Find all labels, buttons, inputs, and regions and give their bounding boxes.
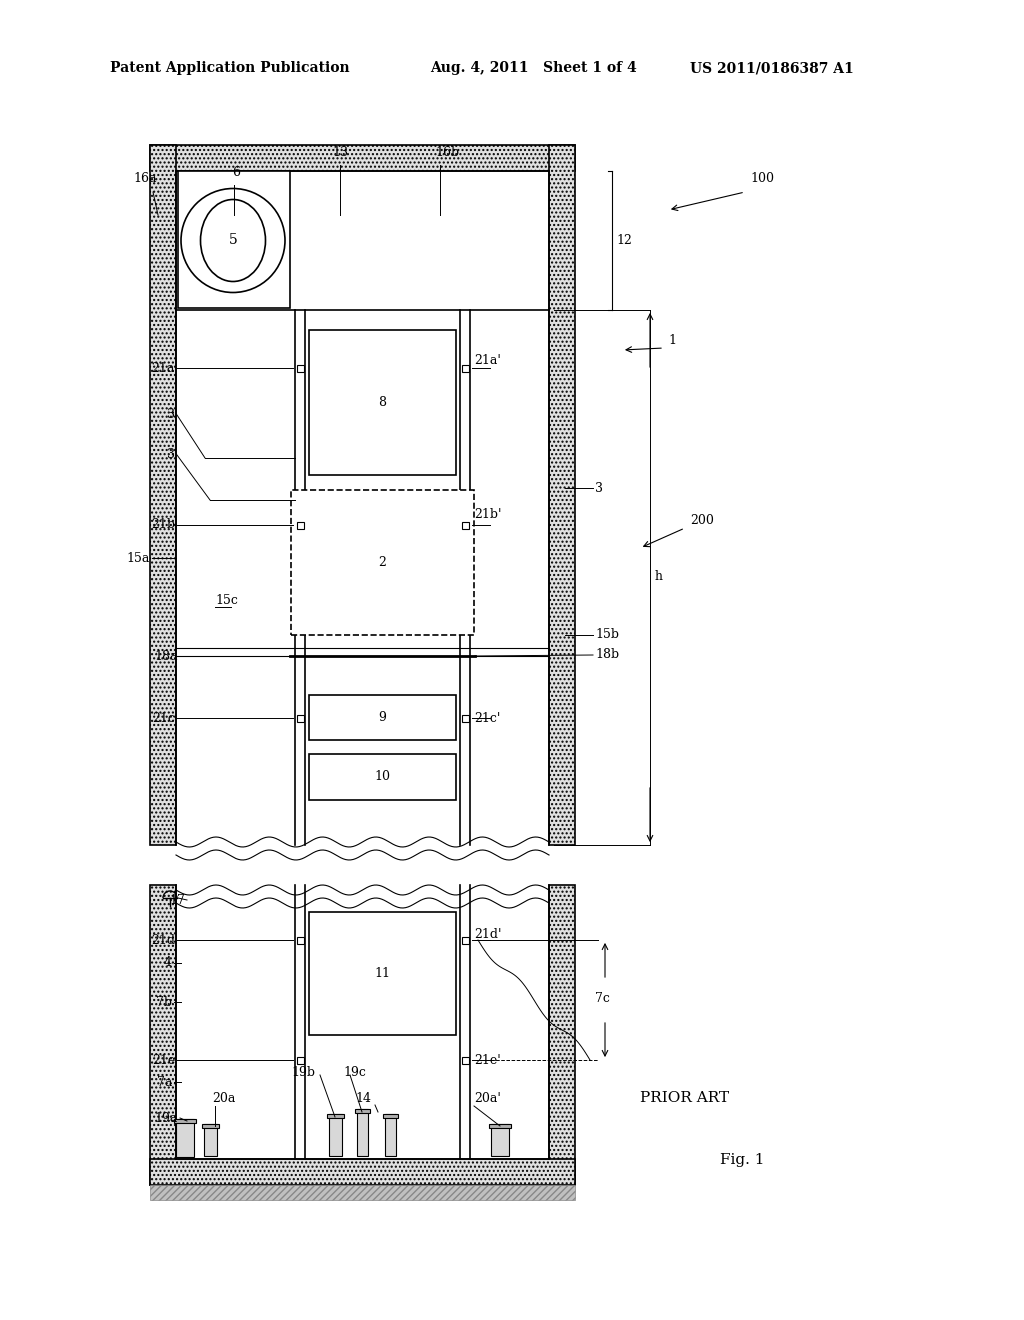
Text: Fig. 1: Fig. 1	[720, 1152, 765, 1167]
Text: 3: 3	[167, 449, 175, 462]
Bar	[174, 1119, 196, 1123]
Bar	[309, 696, 456, 741]
Text: 13: 13	[332, 145, 348, 158]
Bar	[354, 1109, 370, 1113]
Text: Patent Application Publication: Patent Application Publication	[110, 61, 349, 75]
Text: 16b: 16b	[435, 145, 459, 158]
Text: 21d': 21d'	[474, 928, 502, 941]
Text: 21c': 21c'	[474, 711, 501, 725]
Text: 200: 200	[690, 513, 714, 527]
Text: 21a': 21a'	[474, 354, 501, 367]
Bar	[297, 364, 303, 371]
Bar	[462, 714, 469, 722]
Bar	[150, 145, 176, 845]
Bar	[462, 364, 469, 371]
Text: 20a': 20a'	[474, 1092, 501, 1105]
Bar	[462, 521, 469, 528]
Text: 9: 9	[379, 711, 386, 723]
Bar	[176, 884, 549, 1159]
Text: 14: 14	[355, 1092, 371, 1105]
Bar	[297, 1056, 303, 1064]
Bar	[489, 1125, 511, 1129]
Text: 15c: 15c	[215, 594, 238, 606]
Bar	[297, 714, 303, 722]
Bar	[291, 490, 474, 635]
Bar	[150, 1159, 575, 1185]
Bar	[383, 1114, 397, 1118]
Text: 17: 17	[169, 894, 185, 907]
Text: 21e': 21e'	[474, 1053, 501, 1067]
Text: 7c: 7c	[595, 991, 610, 1005]
Text: 21e: 21e	[152, 1053, 175, 1067]
Text: h: h	[655, 570, 663, 583]
Text: 100: 100	[750, 172, 774, 185]
Bar	[462, 936, 469, 944]
Bar	[176, 1119, 194, 1158]
Text: 19b: 19b	[291, 1065, 315, 1078]
Text: 3: 3	[595, 482, 603, 495]
Text: 12: 12	[616, 234, 632, 247]
Bar	[549, 145, 575, 845]
Bar	[356, 1109, 368, 1156]
Text: 18b: 18b	[595, 648, 620, 661]
Text: 3: 3	[167, 408, 175, 421]
Text: 15a: 15a	[127, 552, 150, 565]
Bar	[202, 1125, 218, 1129]
Text: 20a: 20a	[212, 1092, 236, 1105]
Bar	[327, 1114, 343, 1118]
Bar	[384, 1114, 395, 1156]
Text: 5: 5	[228, 234, 238, 248]
Bar	[462, 1056, 469, 1064]
Text: 21b': 21b'	[474, 508, 502, 521]
Text: PRIOR ART: PRIOR ART	[640, 1092, 729, 1105]
Bar	[204, 1125, 216, 1156]
Bar	[309, 754, 456, 800]
Bar	[150, 884, 176, 1185]
Bar	[309, 330, 456, 475]
Bar	[549, 884, 575, 1185]
Text: 7b: 7b	[156, 995, 172, 1008]
Text: 18a: 18a	[155, 649, 178, 663]
Text: 2: 2	[379, 556, 386, 569]
Text: 7a: 7a	[157, 1076, 172, 1089]
Bar	[150, 1185, 575, 1200]
Text: 21b: 21b	[151, 519, 175, 532]
Text: 21a: 21a	[152, 362, 175, 375]
Bar	[490, 1125, 509, 1156]
Text: 19a: 19a	[155, 1111, 178, 1125]
Text: Aug. 4, 2011   Sheet 1 of 4: Aug. 4, 2011 Sheet 1 of 4	[430, 61, 637, 75]
Bar	[297, 936, 303, 944]
Text: US 2011/0186387 A1: US 2011/0186387 A1	[690, 61, 854, 75]
Bar	[178, 172, 290, 308]
Text: 19c: 19c	[343, 1065, 366, 1078]
Text: 21c: 21c	[153, 711, 175, 725]
Bar	[297, 521, 303, 528]
Text: 11: 11	[375, 968, 390, 979]
Bar	[150, 145, 575, 172]
Text: 16a: 16a	[133, 172, 157, 185]
Bar	[176, 172, 549, 845]
Text: 4: 4	[164, 957, 172, 969]
Text: 8: 8	[379, 396, 386, 409]
Text: 6: 6	[232, 165, 240, 178]
Bar	[329, 1114, 341, 1156]
Text: 21d: 21d	[151, 933, 175, 946]
Text: 15b: 15b	[595, 628, 618, 642]
Text: 10: 10	[375, 771, 390, 784]
Text: 1: 1	[668, 334, 676, 346]
Bar	[309, 912, 456, 1035]
